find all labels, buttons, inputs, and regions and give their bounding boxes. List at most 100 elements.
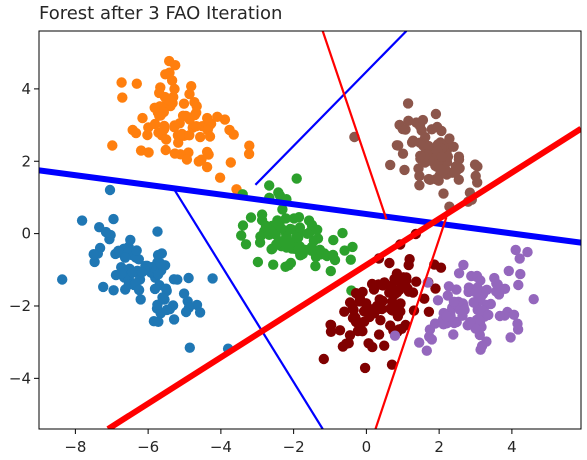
cluster-3-point [280, 213, 292, 224]
cluster-1-point [204, 131, 216, 142]
y-tick-label: 0 [21, 225, 31, 243]
cluster-4-point [104, 184, 116, 196]
cluster-5-point [366, 278, 378, 290]
cluster-2-point [413, 163, 424, 174]
cluster-6-point [389, 330, 401, 341]
cluster-5-point [419, 293, 430, 304]
cluster-2-point [469, 159, 481, 170]
cluster-4-point [98, 281, 109, 293]
cluster-5-point [376, 303, 388, 315]
cluster-5-point [430, 283, 441, 294]
cluster-5-point [355, 318, 366, 329]
cluster-3-point [345, 254, 356, 265]
cluster-6-point [510, 244, 521, 256]
cluster-2-point [423, 173, 434, 185]
cluster-4-point [168, 274, 180, 285]
cluster-4-point [161, 304, 172, 316]
cluster-4-point [116, 268, 127, 279]
cluster-5-point [407, 287, 419, 298]
cluster-6-point [481, 284, 492, 295]
cluster-3-point [285, 223, 296, 235]
cluster-5-point [394, 284, 405, 295]
cluster-1-point [160, 69, 171, 80]
cluster-5-point [339, 306, 350, 317]
cluster-4-point [183, 272, 194, 284]
cluster-2-point [453, 174, 464, 185]
cluster-4-point [154, 258, 166, 269]
cluster-4-point [89, 256, 100, 268]
cluster-5-point [344, 297, 356, 308]
cluster-1-point [149, 102, 160, 114]
cluster-2-point [397, 148, 409, 159]
cluster-3-point [302, 228, 313, 239]
cluster-6-point [438, 319, 449, 330]
cluster-1-point [165, 95, 176, 106]
cluster-3-point [277, 204, 288, 215]
split-line-2 [254, 31, 408, 186]
cluster-1-point [143, 147, 154, 158]
cluster-3-point [237, 220, 249, 231]
cluster-5-point [318, 353, 329, 365]
cluster-6-point [483, 309, 494, 321]
cluster-1-point [214, 172, 226, 183]
cluster-1-point [186, 81, 197, 92]
cluster-5-point [373, 329, 385, 340]
cluster-3-point [255, 231, 266, 242]
cluster-6-point [414, 337, 425, 348]
cluster-2-point [433, 175, 444, 186]
cluster-5-point [358, 306, 370, 317]
cluster-3-point [347, 241, 358, 253]
cluster-2-point [430, 108, 442, 120]
cluster-1-point [191, 121, 202, 132]
x-tick-label: −4 [210, 438, 232, 456]
cluster-1-point [158, 124, 170, 135]
cluster-2-point [436, 151, 448, 162]
cluster-2-point [426, 124, 437, 135]
cluster-3-point [291, 173, 302, 184]
cluster-4-point [168, 314, 180, 325]
cluster-2-point [385, 159, 396, 171]
cluster-2-point [403, 115, 414, 127]
cluster-3-point [256, 209, 268, 220]
cluster-6-point [441, 311, 452, 322]
cluster-4-point [88, 249, 99, 260]
cluster-2-point [393, 140, 404, 151]
cluster-6-point [442, 290, 453, 301]
split-line-4 [106, 126, 581, 429]
cluster-3-point [264, 180, 275, 191]
cluster-1-point [116, 77, 127, 88]
cluster-5-point [398, 272, 409, 283]
cluster-4-point [149, 283, 161, 295]
cluster-2-point [436, 125, 447, 137]
cluster-4-point [125, 234, 136, 246]
cluster-3-point [260, 220, 272, 231]
cluster-4-point [108, 213, 119, 225]
cluster-2-point [415, 150, 426, 161]
cluster-2-point [444, 133, 455, 144]
cluster-2-point [438, 188, 449, 199]
x-tick-label: 2 [434, 438, 444, 456]
cluster-5-point [337, 341, 349, 352]
cluster-1-point [173, 137, 184, 148]
cluster-3-point [327, 249, 339, 261]
cluster-6-point [514, 253, 525, 264]
cluster-1-point [137, 112, 148, 124]
cluster-5-point [357, 286, 368, 298]
cluster-3-point [310, 260, 321, 272]
cluster-1-point [184, 88, 195, 100]
cluster-6-point [448, 329, 459, 340]
cluster-4-point [57, 274, 68, 285]
cluster-4-point [152, 226, 163, 237]
cluster-6-point [476, 340, 488, 352]
cluster-6-point [424, 324, 436, 335]
cluster-6-point [491, 278, 502, 289]
cluster-5-point [374, 294, 385, 305]
cluster-3-point [339, 245, 350, 256]
cluster-4-point [133, 284, 145, 296]
cluster-1-point [202, 149, 214, 160]
cluster-4-point [136, 267, 148, 278]
cluster-4-point [76, 215, 88, 226]
cluster-1-point [228, 129, 239, 140]
cluster-5-point [386, 359, 398, 370]
cluster-6-point [522, 246, 533, 258]
